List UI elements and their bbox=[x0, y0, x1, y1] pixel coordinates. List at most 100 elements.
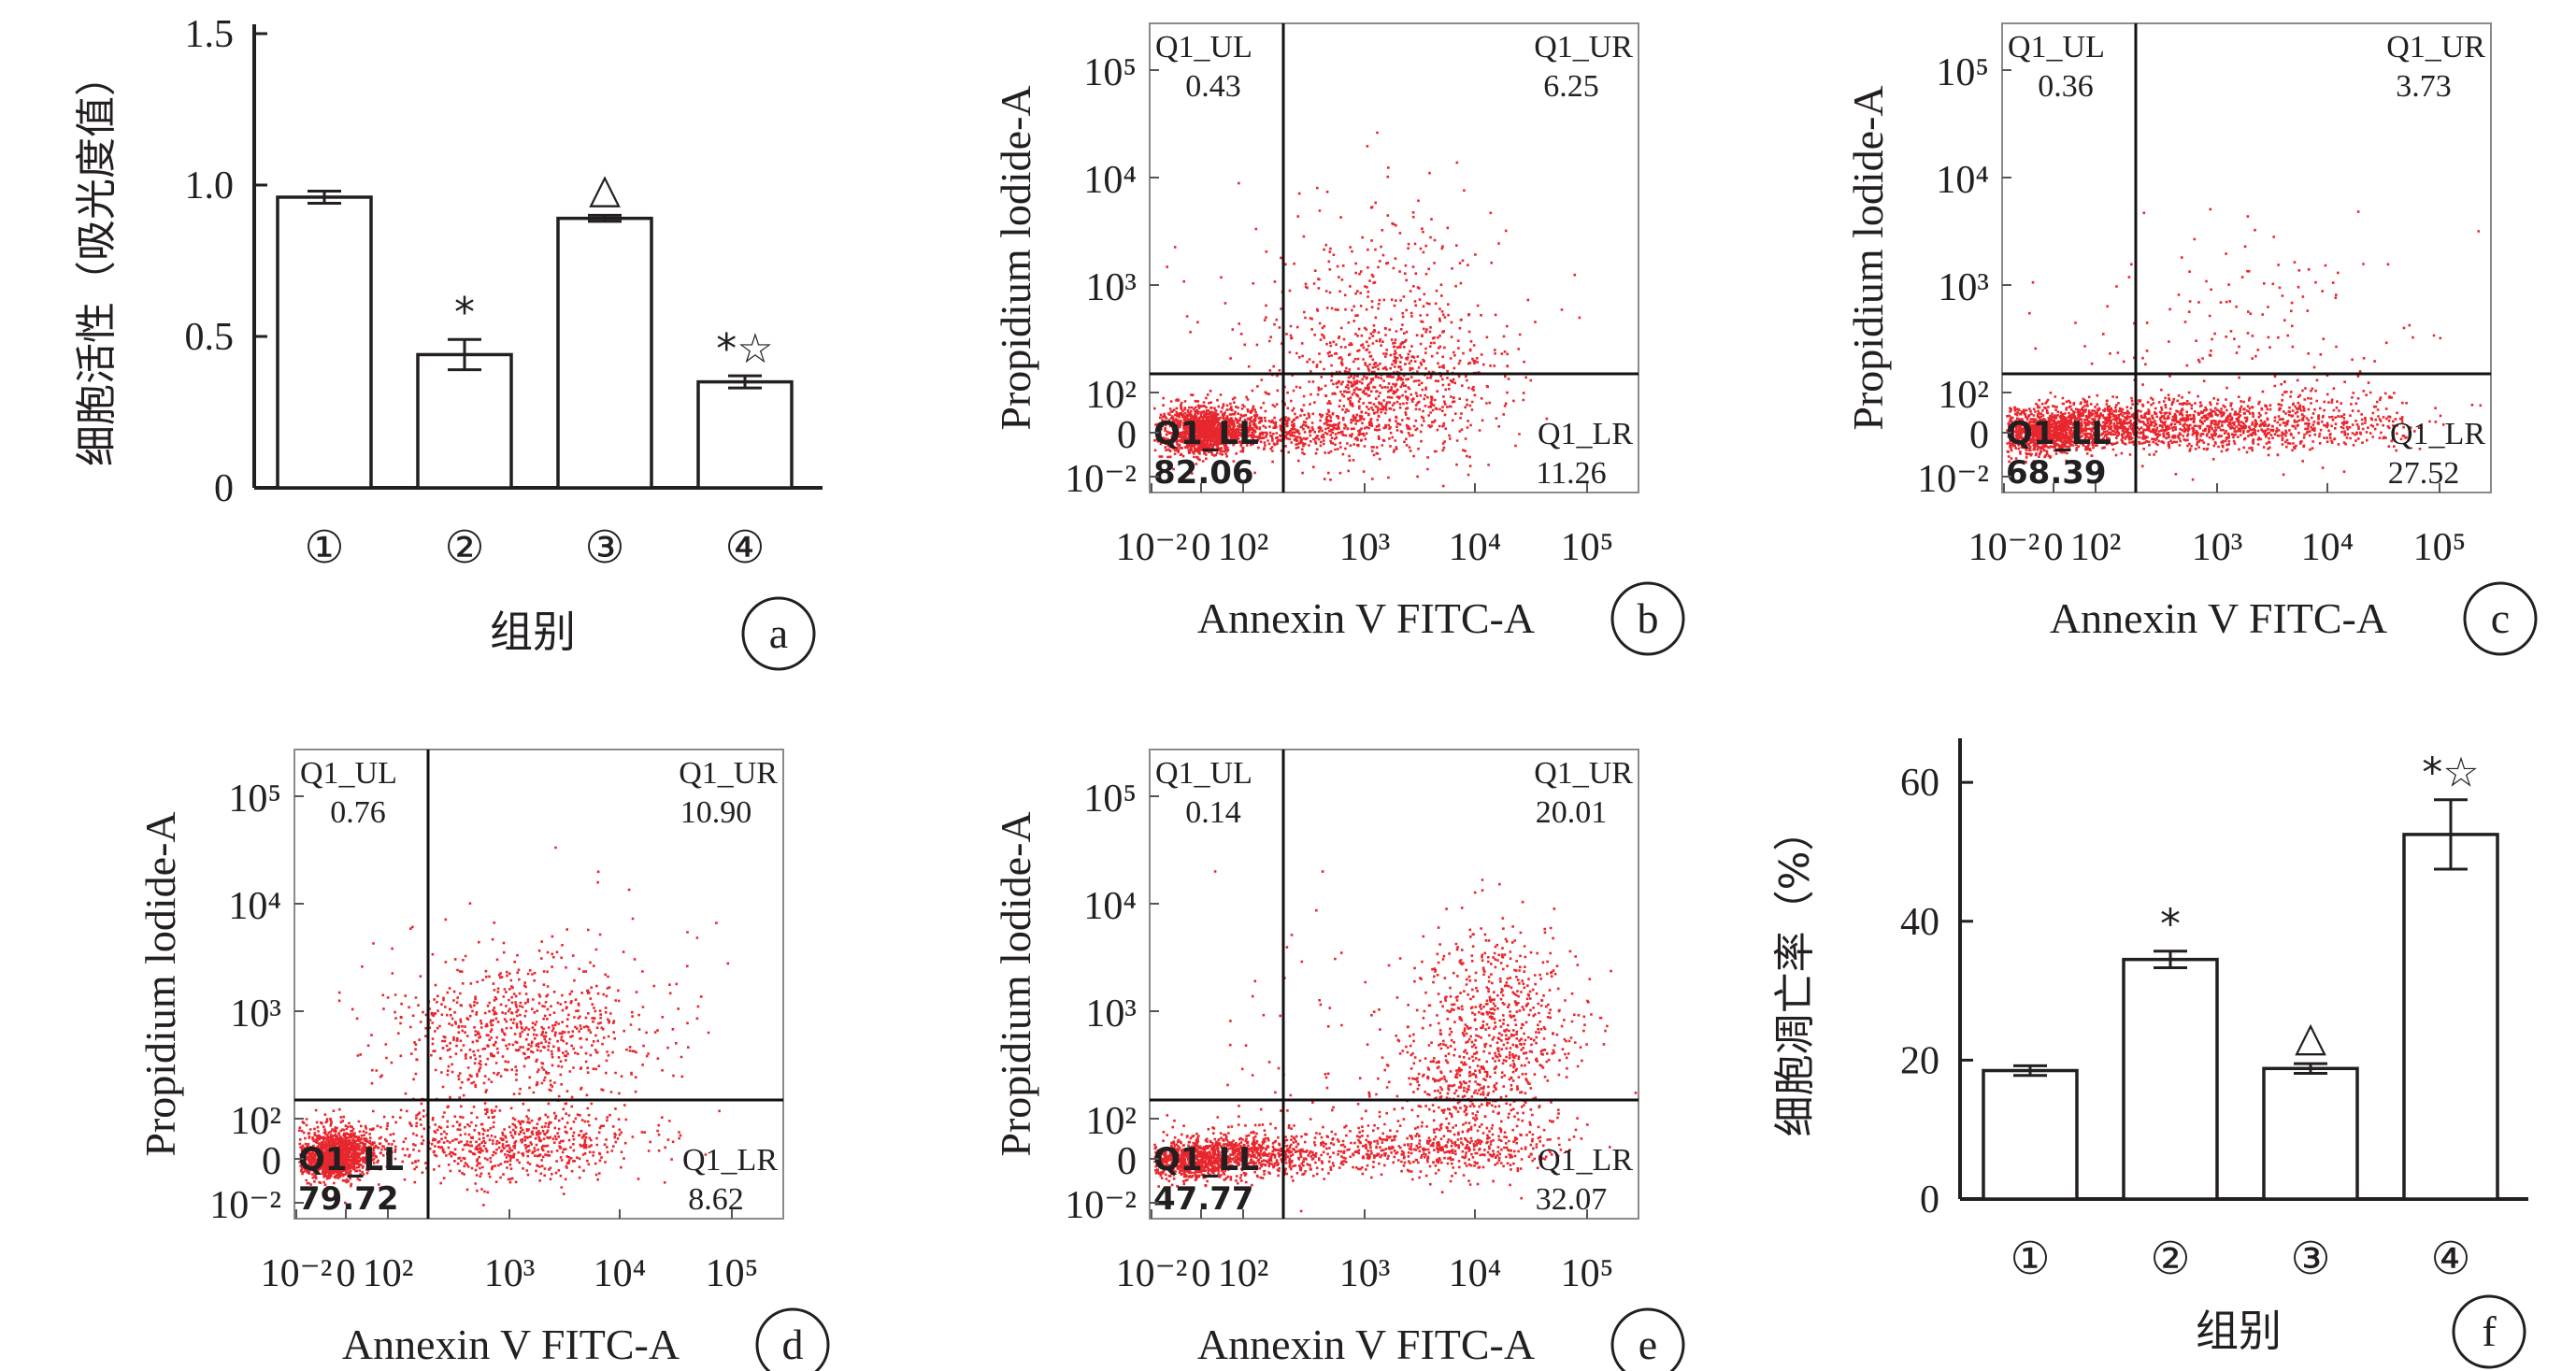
bar bbox=[696, 379, 794, 490]
y-tick-label: 10⁵ bbox=[1083, 51, 1137, 94]
quadrant-name: Q1_UR bbox=[2386, 30, 2485, 64]
x-tick-label: 10² bbox=[2070, 526, 2122, 569]
x-tick-label: 10⁵ bbox=[706, 1252, 759, 1295]
quadrant-name: Q1_LL bbox=[2006, 415, 2111, 452]
quadrant-name: Q1_LL bbox=[1153, 415, 1259, 452]
scatter-points bbox=[298, 846, 730, 1207]
quadrant-name: Q1_LL bbox=[298, 1141, 404, 1178]
quadrant-value: 6.25 bbox=[1543, 69, 1599, 104]
panel-f-bar-chart: 0 20 40 60 ① * ② △ ③ *☆ ④ 细胞凋亡率（%） 组别 f bbox=[1771, 738, 2528, 1369]
quadrant-value: 8.62 bbox=[688, 1182, 744, 1217]
bar bbox=[276, 195, 373, 490]
quadrant-value: 47.77 bbox=[1153, 1180, 1254, 1218]
y-tick-label: 40 bbox=[1900, 901, 1939, 944]
y-tick-label: 10⁵ bbox=[1936, 51, 1989, 94]
y-tick-label: 10⁴ bbox=[228, 885, 281, 928]
quadrant-name: Q1_LR bbox=[1538, 417, 1633, 451]
x-tick-label: 0 bbox=[2044, 526, 2064, 569]
y-tick-label: 10² bbox=[1938, 374, 1989, 417]
quadrant-value: 10.90 bbox=[680, 795, 752, 830]
category-label: ③ bbox=[2290, 1233, 2330, 1285]
panel-label-circle bbox=[2452, 1294, 2526, 1369]
quadrant-value: 3.73 bbox=[2396, 69, 2452, 104]
panel-label-circle bbox=[741, 596, 816, 671]
x-tick-label: 10⁵ bbox=[1561, 526, 1614, 569]
x-tick-label: 10² bbox=[363, 1252, 414, 1295]
quadrant-name: Q1_UL bbox=[2008, 30, 2105, 64]
y-tick-label: 0 bbox=[1920, 1178, 1939, 1221]
x-axis-title: Annexin V FITC-A bbox=[1197, 594, 1535, 642]
quadrant-name: Q1_LR bbox=[1538, 1143, 1633, 1178]
y-tick-label: 10³ bbox=[1085, 993, 1137, 1035]
x-tick-label: 0 bbox=[1192, 1252, 1211, 1295]
category-label: ③ bbox=[584, 521, 624, 574]
bar bbox=[2122, 957, 2219, 1201]
y-tick-label: 10⁴ bbox=[1083, 885, 1137, 928]
x-tick-label: 10³ bbox=[1339, 1252, 1391, 1295]
quadrant-value: 27.52 bbox=[2388, 456, 2460, 491]
x-tick-label: 10³ bbox=[1339, 526, 1391, 569]
y-tick-label: 10² bbox=[1085, 374, 1137, 417]
quadrant-value: 32.07 bbox=[1536, 1182, 1608, 1217]
y-tick-label: 0 bbox=[214, 467, 234, 510]
significance-marker: △ bbox=[589, 164, 621, 212]
panel-label: e bbox=[1639, 1321, 1657, 1368]
quadrant-value: 0.14 bbox=[1185, 795, 1241, 830]
significance-marker: *☆ bbox=[716, 325, 773, 373]
y-tick-label: 10⁴ bbox=[1083, 159, 1137, 202]
panel-label: a bbox=[769, 609, 788, 657]
category-label: ① bbox=[2010, 1233, 2050, 1285]
x-axis-title: Annexin V FITC-A bbox=[1197, 1321, 1535, 1368]
bar bbox=[2402, 833, 2499, 1201]
category-label: ② bbox=[2150, 1233, 2190, 1285]
quadrant-name: Q1_UR bbox=[1534, 756, 1633, 791]
panel-label-circle bbox=[1610, 1307, 1685, 1371]
scatter-points bbox=[1153, 131, 1581, 488]
x-tick-label: 10³ bbox=[484, 1252, 536, 1295]
scatter-points bbox=[2006, 207, 2483, 481]
quadrant-value: 68.39 bbox=[2006, 454, 2107, 492]
significance-marker: * bbox=[2160, 901, 2181, 949]
y-tick-label: 20 bbox=[1900, 1039, 1939, 1082]
x-tick-label: 10² bbox=[1218, 526, 1269, 569]
y-tick-label: 1.0 bbox=[185, 164, 235, 207]
x-tick-label: 10⁻² bbox=[261, 1252, 333, 1295]
panel-label: d bbox=[782, 1321, 804, 1368]
scatter-points-path bbox=[298, 846, 730, 1207]
y-tick-label: 10⁵ bbox=[1083, 778, 1137, 821]
x-axis-title: 组别 bbox=[490, 607, 576, 657]
y-tick-label: 10⁻² bbox=[1065, 458, 1137, 501]
quadrant-value: 0.43 bbox=[1185, 69, 1241, 104]
panel-label-circle bbox=[1610, 581, 1685, 656]
y-tick-label: 10⁵ bbox=[228, 778, 281, 821]
quadrant-name: Q1_UL bbox=[300, 756, 397, 791]
bar bbox=[2262, 1066, 2359, 1201]
x-tick-label: 10⁻² bbox=[1116, 526, 1188, 569]
quadrant-value: 0.76 bbox=[330, 795, 386, 830]
panel-label: b bbox=[1638, 594, 1659, 642]
panel-a-bar-chart: 0 0.5 1.0 1.5 ① * ② △ ③ *☆ ④ 细胞活性（吸光度值） 组别 a bbox=[73, 13, 823, 671]
category-label: ④ bbox=[2430, 1233, 2470, 1285]
x-tick-label: 0 bbox=[336, 1252, 356, 1295]
category-label: ② bbox=[444, 521, 484, 574]
x-axis-title: 组别 bbox=[2196, 1306, 2282, 1356]
scatter-points-path bbox=[1153, 131, 1581, 488]
quadrant-value: 20.01 bbox=[1536, 795, 1608, 830]
quadrant-name: Q1_LR bbox=[2390, 417, 2485, 451]
x-tick-label: 10⁻² bbox=[1116, 1252, 1188, 1295]
x-tick-label: 0 bbox=[1192, 526, 1211, 569]
y-tick-label: 1.5 bbox=[185, 13, 235, 56]
x-axis-title: Annexin V FITC-A bbox=[2050, 594, 2387, 642]
y-axis-title: Propidium lodide-A bbox=[992, 85, 1039, 430]
bar bbox=[416, 352, 513, 490]
x-tick-label: 10⁴ bbox=[1449, 526, 1502, 569]
category-label: ④ bbox=[724, 521, 765, 574]
y-tick-label: 10³ bbox=[1085, 266, 1137, 309]
y-tick-label: 0.5 bbox=[185, 316, 235, 359]
panel-label-circle bbox=[755, 1307, 830, 1371]
quadrant-value: 82.06 bbox=[1153, 454, 1254, 492]
